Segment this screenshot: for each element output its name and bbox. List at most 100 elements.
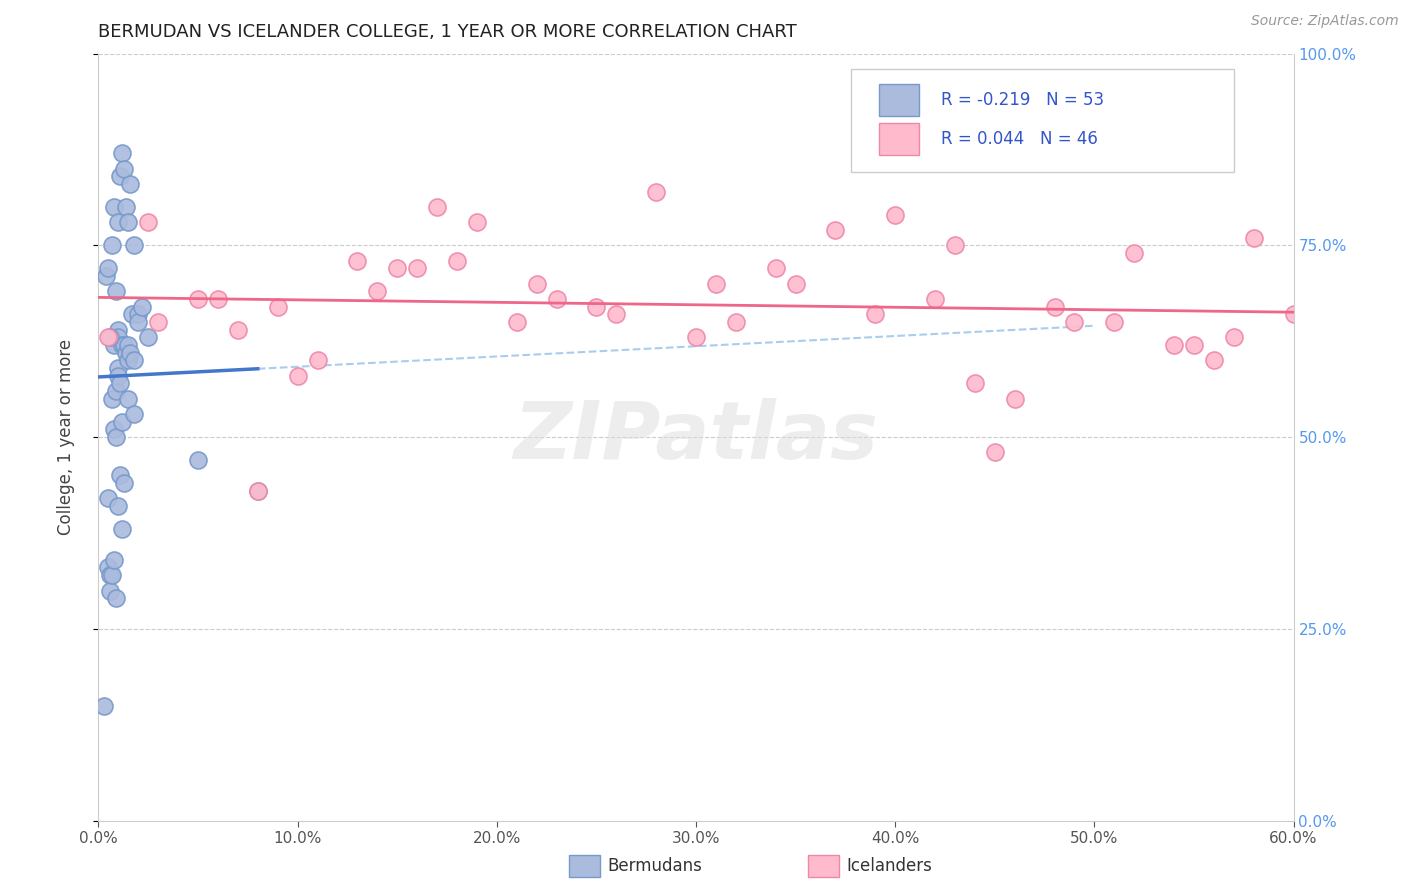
Point bbox=[103, 200, 125, 214]
Point bbox=[1063, 315, 1085, 329]
Bar bbox=[569, 855, 600, 877]
Point bbox=[98, 583, 122, 598]
Point bbox=[101, 238, 124, 252]
Point bbox=[136, 330, 159, 344]
Point bbox=[585, 300, 607, 314]
Point bbox=[136, 215, 159, 229]
Point bbox=[785, 277, 807, 291]
Point bbox=[865, 307, 887, 321]
Point bbox=[103, 338, 125, 352]
Point bbox=[546, 292, 568, 306]
Point bbox=[111, 338, 134, 352]
Point bbox=[110, 468, 132, 483]
Y-axis label: College, 1 year or more: College, 1 year or more bbox=[56, 339, 75, 535]
Text: Icelanders: Icelanders bbox=[846, 857, 932, 875]
Point bbox=[704, 277, 727, 291]
Text: R = -0.219   N = 53: R = -0.219 N = 53 bbox=[941, 91, 1104, 110]
Text: BERMUDAN VS ICELANDER COLLEGE, 1 YEAR OR MORE CORRELATION CHART: BERMUDAN VS ICELANDER COLLEGE, 1 YEAR OR… bbox=[98, 23, 797, 41]
Point bbox=[1163, 338, 1185, 352]
Point bbox=[117, 353, 139, 368]
Point bbox=[1123, 246, 1146, 260]
Point bbox=[107, 368, 129, 383]
Point bbox=[1243, 230, 1265, 244]
Point bbox=[110, 169, 132, 184]
FancyBboxPatch shape bbox=[879, 122, 920, 155]
Point bbox=[107, 215, 129, 229]
Point bbox=[103, 422, 125, 436]
Point bbox=[226, 323, 249, 337]
Point bbox=[112, 161, 135, 176]
Point bbox=[117, 392, 139, 406]
Point bbox=[97, 560, 120, 574]
Point bbox=[884, 208, 907, 222]
Text: ZIPatlas: ZIPatlas bbox=[513, 398, 879, 476]
Point bbox=[97, 491, 120, 506]
Point bbox=[366, 285, 388, 299]
Point bbox=[112, 476, 135, 491]
Point bbox=[115, 200, 138, 214]
Point bbox=[112, 338, 135, 352]
Point bbox=[963, 376, 986, 391]
Point bbox=[645, 185, 668, 199]
Point bbox=[124, 353, 146, 368]
Point bbox=[105, 591, 128, 606]
Point bbox=[111, 522, 134, 536]
FancyBboxPatch shape bbox=[852, 69, 1234, 172]
Point bbox=[246, 483, 269, 498]
Point bbox=[117, 215, 139, 229]
Point bbox=[246, 483, 269, 498]
Point bbox=[1202, 353, 1225, 368]
Point bbox=[1282, 307, 1305, 321]
Point bbox=[824, 223, 846, 237]
Point bbox=[765, 261, 787, 276]
Point bbox=[526, 277, 548, 291]
Point bbox=[605, 307, 627, 321]
Point bbox=[984, 445, 1007, 459]
Point bbox=[187, 453, 209, 467]
Point bbox=[107, 330, 129, 344]
Text: Bermudans: Bermudans bbox=[607, 857, 702, 875]
Point bbox=[267, 300, 290, 314]
Point bbox=[121, 307, 143, 321]
Point bbox=[98, 330, 122, 344]
Point bbox=[111, 415, 134, 429]
Point bbox=[101, 568, 124, 582]
Point bbox=[105, 384, 128, 398]
Point bbox=[924, 292, 946, 306]
Point bbox=[101, 392, 124, 406]
FancyBboxPatch shape bbox=[879, 84, 920, 117]
Point bbox=[97, 330, 120, 344]
Point bbox=[385, 261, 409, 276]
Point bbox=[115, 345, 138, 359]
Point bbox=[93, 698, 115, 713]
Point bbox=[107, 499, 129, 513]
Point bbox=[506, 315, 529, 329]
Point bbox=[105, 430, 128, 444]
Point bbox=[124, 238, 146, 252]
Text: R = 0.044   N = 46: R = 0.044 N = 46 bbox=[941, 129, 1098, 148]
Bar bbox=[808, 855, 839, 877]
Point bbox=[346, 253, 368, 268]
Point bbox=[685, 330, 707, 344]
Point bbox=[187, 292, 209, 306]
Point bbox=[943, 238, 966, 252]
Point bbox=[107, 361, 129, 376]
Point bbox=[446, 253, 468, 268]
Point bbox=[98, 568, 122, 582]
Point bbox=[131, 300, 153, 314]
Point bbox=[1182, 338, 1205, 352]
Point bbox=[127, 307, 149, 321]
Text: Source: ZipAtlas.com: Source: ZipAtlas.com bbox=[1251, 14, 1399, 28]
Point bbox=[96, 268, 118, 283]
Point bbox=[1223, 330, 1246, 344]
Point bbox=[1043, 300, 1066, 314]
Point bbox=[111, 146, 134, 161]
Point bbox=[465, 215, 488, 229]
Point bbox=[207, 292, 229, 306]
Point bbox=[127, 315, 149, 329]
Point bbox=[1004, 392, 1026, 406]
Point bbox=[117, 338, 139, 352]
Point bbox=[1104, 315, 1126, 329]
Point bbox=[124, 407, 146, 421]
Point bbox=[107, 323, 129, 337]
